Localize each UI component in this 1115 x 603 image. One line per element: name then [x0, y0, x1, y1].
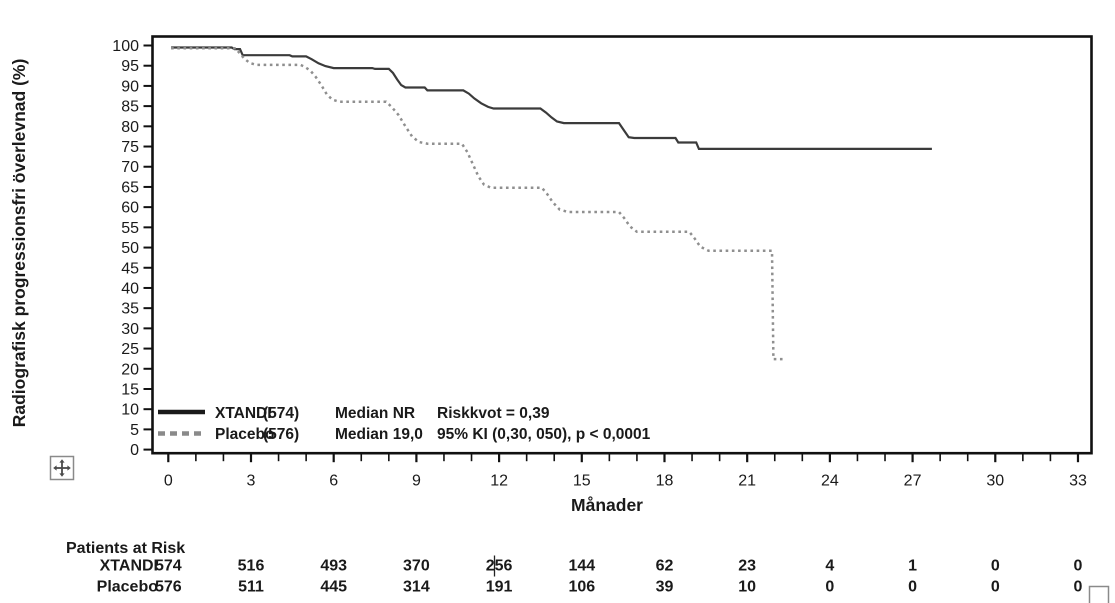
risk-value: 445 — [320, 579, 347, 596]
x-tick-label: 12 — [490, 473, 508, 490]
y-tick-label: 95 — [121, 58, 139, 75]
y-tick-label: 55 — [121, 220, 139, 237]
x-tick-label: 3 — [247, 473, 256, 490]
risk-value: 511 — [238, 579, 264, 596]
risk-value: 574 — [155, 558, 182, 575]
y-tick-label: 75 — [121, 139, 139, 156]
x-tick-label: 24 — [821, 473, 839, 490]
legend: XTANDI (574) Median NR Riskkvot = 0,39 P… — [158, 405, 651, 443]
km-curves — [171, 46, 932, 361]
y-tick-label: 90 — [121, 78, 139, 95]
y-tick-label: 60 — [121, 200, 139, 217]
legend-name-placebo: Placebo — [215, 426, 274, 443]
risk-value: 493 — [320, 558, 347, 575]
x-tick-label: 9 — [412, 473, 421, 490]
km-curve-placebo — [171, 47, 785, 361]
y-tick-label: 35 — [121, 301, 139, 318]
km-curve-xtandi — [171, 46, 932, 150]
y-tick-label: 20 — [121, 361, 139, 378]
x-tick-label: 21 — [738, 473, 756, 490]
y-tick-label: 100 — [112, 38, 139, 55]
risk-value: 39 — [656, 579, 674, 596]
risk-value: 314 — [403, 579, 430, 596]
x-tick-label: 27 — [904, 473, 922, 490]
risk-value: 1 — [908, 558, 917, 575]
risk-table: Patients at Risk XTANDI Placebo 574 516 49… — [66, 540, 1083, 596]
risk-value: 191 — [486, 579, 513, 596]
x-tick-label: 0 — [164, 473, 173, 490]
y-tick-label: 40 — [121, 280, 139, 297]
legend-n-placebo: (576) — [263, 426, 299, 443]
risk-value: 370 — [403, 558, 430, 575]
risk-value: 576 — [155, 579, 182, 596]
y-tick-label: 50 — [121, 240, 139, 257]
risk-table-title: Patients at Risk — [66, 540, 185, 557]
legend-name-xtandi: XTANDI — [215, 405, 272, 422]
risk-value: 106 — [568, 579, 595, 596]
x-axis-title: Månader — [571, 495, 643, 515]
risk-value: 0 — [825, 579, 834, 596]
y-axis-title: Radiografisk progressionsfri överlevnad … — [9, 59, 29, 428]
y-tick-label: 45 — [121, 260, 139, 277]
x-tick-label: 15 — [573, 473, 591, 490]
risk-value: 256 — [486, 558, 513, 575]
plot-frame — [151, 35, 1093, 455]
risk-value: 516 — [238, 558, 265, 575]
y-tick-label: 80 — [121, 119, 139, 136]
risk-value: 0 — [908, 579, 917, 596]
y-tick-label: 70 — [121, 159, 139, 176]
legend-n-xtandi: (574) — [263, 405, 299, 422]
legend-median-placebo: Median 19,0 — [335, 426, 423, 443]
risk-value: 0 — [991, 579, 1000, 596]
x-tick-label: 30 — [986, 473, 1004, 490]
risk-row-label-xtandi: XTANDI — [100, 558, 158, 575]
risk-value: 144 — [568, 558, 595, 575]
risk-value: 0 — [1074, 579, 1083, 596]
y-tick-label: 10 — [121, 402, 139, 419]
move-handle-icon[interactable] — [49, 455, 75, 481]
x-axis: 0 3 6 9 12 15 18 21 24 27 30 33 — [164, 453, 1087, 490]
y-tick-label: 25 — [121, 341, 139, 358]
risk-row-label-placebo: Placebo — [97, 579, 159, 596]
legend-stat-placebo: 95% KI (0,30, 050), p < 0,0001 — [437, 426, 651, 443]
risk-value: 62 — [656, 558, 674, 575]
risk-value: 4 — [825, 558, 834, 575]
y-tick-label: 30 — [121, 321, 139, 338]
legend-median-xtandi: Median NR — [335, 405, 415, 422]
y-tick-label: 0 — [130, 442, 139, 459]
risk-value: 0 — [991, 558, 1000, 575]
x-tick-label: 6 — [329, 473, 338, 490]
risk-value: 23 — [738, 558, 756, 575]
risk-value: 10 — [738, 579, 756, 596]
resize-handle[interactable] — [1088, 585, 1110, 603]
y-tick-label: 15 — [121, 381, 139, 398]
y-tick-label: 65 — [121, 179, 139, 196]
y-axis: 0 5 10 15 20 25 30 35 40 45 50 55 60 65 70 75 80 85 90 95 10… — [112, 38, 153, 459]
legend-stat-xtandi: Riskkvot = 0,39 — [437, 405, 550, 422]
y-tick-label: 85 — [121, 99, 139, 116]
risk-value: 0 — [1074, 558, 1083, 575]
x-tick-label: 33 — [1069, 473, 1087, 490]
x-tick-label: 18 — [656, 473, 674, 490]
y-tick-label: 5 — [130, 422, 139, 439]
